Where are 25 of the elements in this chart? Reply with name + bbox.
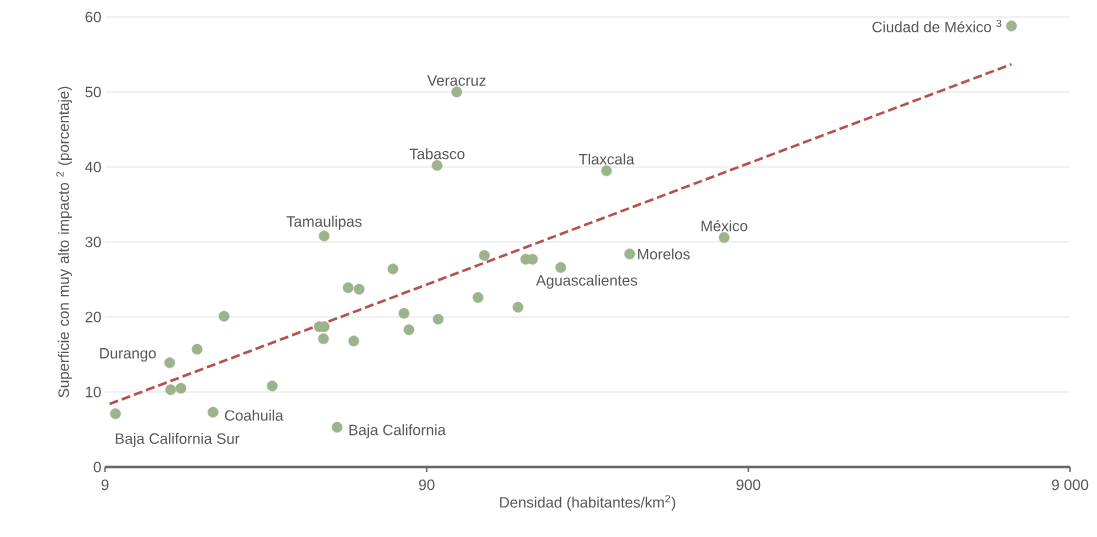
x-tick-label: 9: [101, 479, 109, 491]
y-tick-label: 50: [85, 86, 101, 98]
y-tick-label: 60: [85, 11, 101, 23]
annotation: Durango: [100, 348, 156, 362]
y-tick-label: 10: [85, 386, 101, 398]
annotation: Baja California Sur: [115, 432, 240, 447]
annotation: México: [701, 220, 748, 232]
annotation: Baja California: [349, 424, 446, 439]
y-axis-title: Superficie con muy alto impacto $^{2}$ (porcentaje): [56, 86, 72, 398]
annotation: Tabasco: [409, 148, 465, 160]
x-tick-label: 90: [419, 479, 435, 491]
annotation: Aguascalientes: [535, 274, 638, 289]
y-tick-label: 0: [93, 461, 101, 473]
annotation: Coahuila: [224, 409, 284, 421]
annotation: Tlaxcala: [578, 153, 635, 165]
x-tick-label: 900: [736, 479, 761, 491]
annotation: Ciudad de México $^{3}$: [872, 19, 1002, 33]
y-tick-label: 30: [85, 236, 101, 248]
annotation: Morelos: [638, 248, 690, 260]
x-axis-title: Densidad (habitantes/km$^{2}$): [500, 494, 676, 511]
annotation: Veracruz: [427, 75, 486, 86]
y-tick-label: 20: [85, 311, 101, 323]
annotation: Tamaulipas: [286, 215, 362, 230]
x-tick-label: 9 000: [1051, 479, 1089, 491]
y-tick-label: 40: [85, 161, 101, 173]
